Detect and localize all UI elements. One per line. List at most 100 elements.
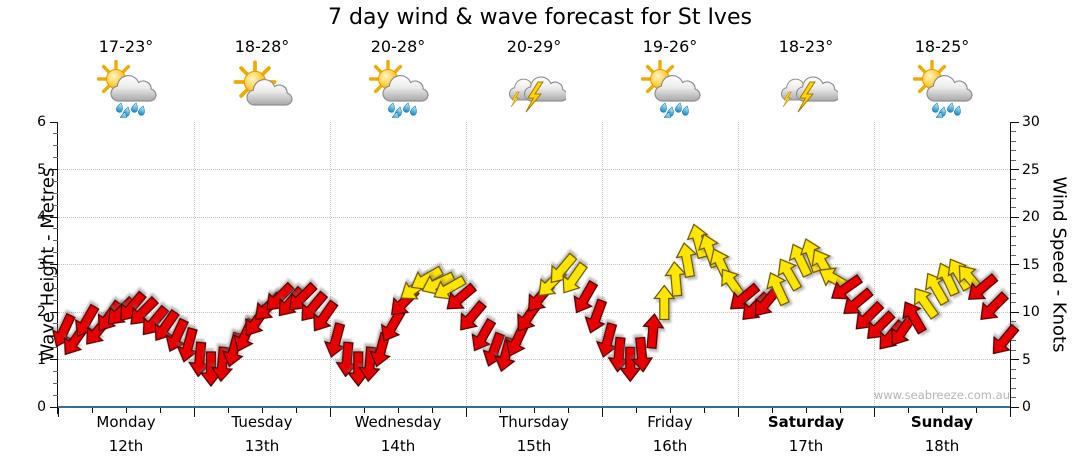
bottom-axis-tick [635, 408, 637, 413]
day-date: 14th [380, 437, 416, 455]
wind-arrow [154, 308, 180, 342]
right-axis-tick [1011, 197, 1016, 199]
bottom-axis-tick [193, 408, 195, 417]
left-axis-tick [50, 311, 58, 313]
left-axis-tick [53, 157, 58, 159]
day-name: Monday [96, 413, 156, 431]
bottom-axis-tick [703, 408, 705, 413]
gridline-vertical [737, 122, 739, 407]
left-axis-tick [53, 145, 58, 147]
wind-arrow [630, 336, 654, 373]
wind-arrow [460, 300, 487, 331]
wind-arrow [642, 313, 665, 349]
bottom-axis-tick [261, 408, 263, 413]
left-axis-tick [50, 264, 58, 265]
gridline-vertical [601, 122, 603, 407]
wind-arrow [675, 242, 698, 279]
right-axis-tick [1011, 207, 1016, 208]
left-axis-tick [53, 347, 58, 349]
day-temperature: 20-28° [370, 37, 426, 56]
right-axis-tick-label: 5 [1022, 351, 1031, 368]
wind-arrow [471, 318, 497, 352]
left-axis-tick [53, 275, 58, 277]
day-temperature: 18-28° [234, 37, 290, 56]
day-date: 16th [652, 437, 688, 455]
left-axis-tick [50, 121, 58, 123]
right-axis-tick [1011, 359, 1019, 360]
left-axis-tick [53, 323, 58, 325]
wind-arrow [902, 301, 927, 335]
left-axis-tick [53, 133, 58, 135]
left-axis-tick-label: 0 [37, 399, 46, 415]
bottom-axis-tick [873, 408, 875, 417]
right-axis-tick [1011, 131, 1016, 132]
bottom-axis-tick [567, 408, 569, 413]
right-axis-tick-label: 15 [1022, 256, 1040, 273]
left-axis-tick [53, 192, 58, 194]
bottom-axis-tick [431, 408, 433, 413]
right-axis-tick [1011, 235, 1016, 237]
day-temperature: 17-23° [98, 37, 154, 56]
right-axis-tick [1011, 216, 1019, 218]
right-axis-tick-label: 25 [1022, 161, 1040, 178]
bottom-axis-tick [941, 408, 943, 413]
left-axis-tick [53, 394, 58, 396]
bottom-axis-tick [975, 408, 977, 413]
right-axis-tick [1011, 140, 1016, 142]
gridline-vertical [465, 122, 467, 407]
wind-arrow [165, 317, 190, 353]
right-axis-tick [1011, 387, 1016, 389]
right-axis-tick [1011, 406, 1019, 408]
wind-arrow [924, 272, 950, 307]
right-axis-tick [1011, 397, 1016, 398]
right-axis-tick [1011, 150, 1016, 151]
bottom-axis-tick [669, 408, 671, 413]
bottom-axis-tick [227, 408, 229, 413]
right-axis-line [1010, 122, 1011, 414]
bottom-axis-tick [295, 408, 297, 413]
gridline-vertical [873, 122, 875, 407]
wind-arrow [913, 287, 940, 320]
day-date: 12th [108, 437, 144, 455]
left-axis-tick-label: 2 [37, 304, 46, 320]
bottom-axis-tick [329, 408, 331, 417]
left-axis-line [57, 122, 58, 414]
right-axis-tick [1011, 254, 1016, 256]
gridline-vertical [193, 122, 195, 407]
left-axis-tick [53, 370, 58, 372]
bottom-axis-tick [159, 408, 161, 413]
chart-title: 7 day wind & wave forecast for St Ives [328, 5, 752, 30]
wind-arrow [74, 303, 100, 338]
left-axis-tick [53, 228, 58, 230]
day-name: Friday [647, 413, 693, 431]
right-axis-tick [1011, 264, 1019, 265]
wind-arrow [653, 284, 676, 321]
right-axis-tick [1011, 283, 1016, 284]
left-axis-tick [53, 252, 58, 254]
bottom-axis-tick [363, 408, 365, 413]
bottom-axis-tick [57, 408, 59, 417]
temperature-row: 17-23° 18-28° 20-28° 20-29° 19-26° 18-23… [58, 37, 1010, 56]
day-temperature: 18-25° [914, 37, 970, 56]
wind-arrow [766, 272, 790, 307]
right-axis-tick [1011, 349, 1016, 351]
left-axis-tick [53, 180, 58, 182]
right-axis-tick [1011, 273, 1016, 275]
wind-arrow [686, 223, 709, 260]
wind-arrow [777, 258, 803, 292]
left-axis-tick-label: 1 [37, 351, 46, 368]
watermark: www.seabreeze.com.au [873, 388, 1010, 402]
right-axis-tick [1011, 188, 1016, 189]
left-axis-tick [53, 204, 58, 206]
right-axis-tick [1011, 311, 1019, 313]
gridline-horizontal [58, 169, 1010, 170]
right-axis-tick [1011, 121, 1019, 123]
gridline-vertical [329, 122, 331, 407]
right-axis-tick-label: 20 [1022, 209, 1040, 225]
right-axis-tick [1011, 226, 1016, 227]
gridline-horizontal [58, 264, 1010, 265]
bottom-axis-tick [125, 408, 127, 413]
bottom-axis-tick [805, 408, 807, 413]
